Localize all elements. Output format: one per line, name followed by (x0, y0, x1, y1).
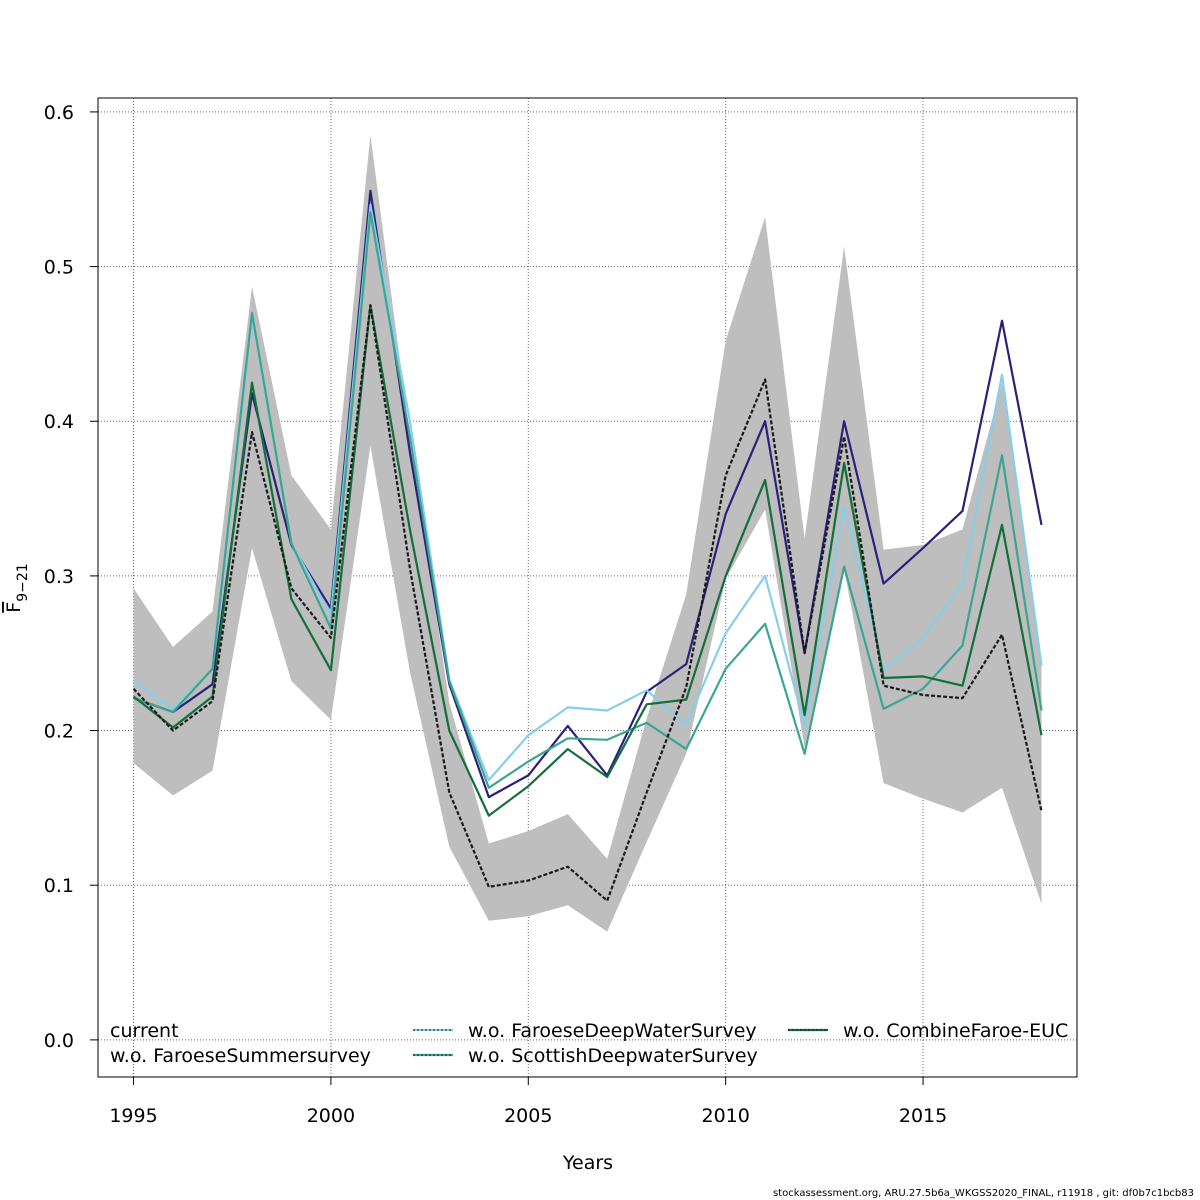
series-line (133, 189, 1043, 799)
y-tick-label: 0.6 (44, 102, 74, 124)
x-tick-label: 2010 (701, 1105, 749, 1127)
x-tick-label: 2000 (307, 1105, 355, 1127)
x-tick-label: 1995 (109, 1105, 157, 1127)
legend: current w.o. FaroeseSummersurvey w.o. Faro… (110, 1020, 1068, 1067)
y-axis-title-sub: 9−21 (15, 563, 31, 601)
y-axis-title: F9−21 (3, 563, 31, 612)
x-tick-label: 2015 (899, 1105, 947, 1127)
y-axis-title-main: F (3, 602, 25, 613)
y-tick-label: 0.4 (44, 411, 74, 433)
y-tick-label: 0.2 (44, 721, 74, 743)
legend-label: w.o. ScottishDeepwaterSurvey (468, 1045, 758, 1067)
y-tick-label: 0.0 (44, 1030, 74, 1052)
legend-label: w.o. CombineFaroe-EUC (843, 1020, 1068, 1042)
y-tick-label: 0.3 (44, 566, 74, 588)
legend-label: w.o. FaroeseDeepWaterSurvey (468, 1020, 757, 1042)
series-line (132, 304, 1043, 902)
x-axis: 1995 2000 2005 2010 2015 (109, 1076, 947, 1127)
x-tick-label: 2005 (504, 1105, 552, 1127)
series-lines (132, 189, 1043, 902)
confidence-band (133, 135, 1042, 932)
y-tick-label: 0.5 (44, 257, 74, 279)
legend-items: current w.o. FaroeseSummersurvey w.o. Faro… (110, 1020, 1068, 1067)
series-line (133, 211, 1043, 789)
legend-label: current (110, 1020, 179, 1042)
x-axis-title: Years (562, 1152, 613, 1174)
y-tick-label: 0.1 (44, 875, 74, 897)
y-axis: 0.0 0.1 0.2 0.3 0.4 0.5 0.6 (44, 102, 98, 1052)
legend-label: w.o. FaroeseSummersurvey (110, 1045, 371, 1067)
footer-source: stockassessment.org, ARU.27.5b6a_WKGSS20… (773, 1188, 1194, 1199)
